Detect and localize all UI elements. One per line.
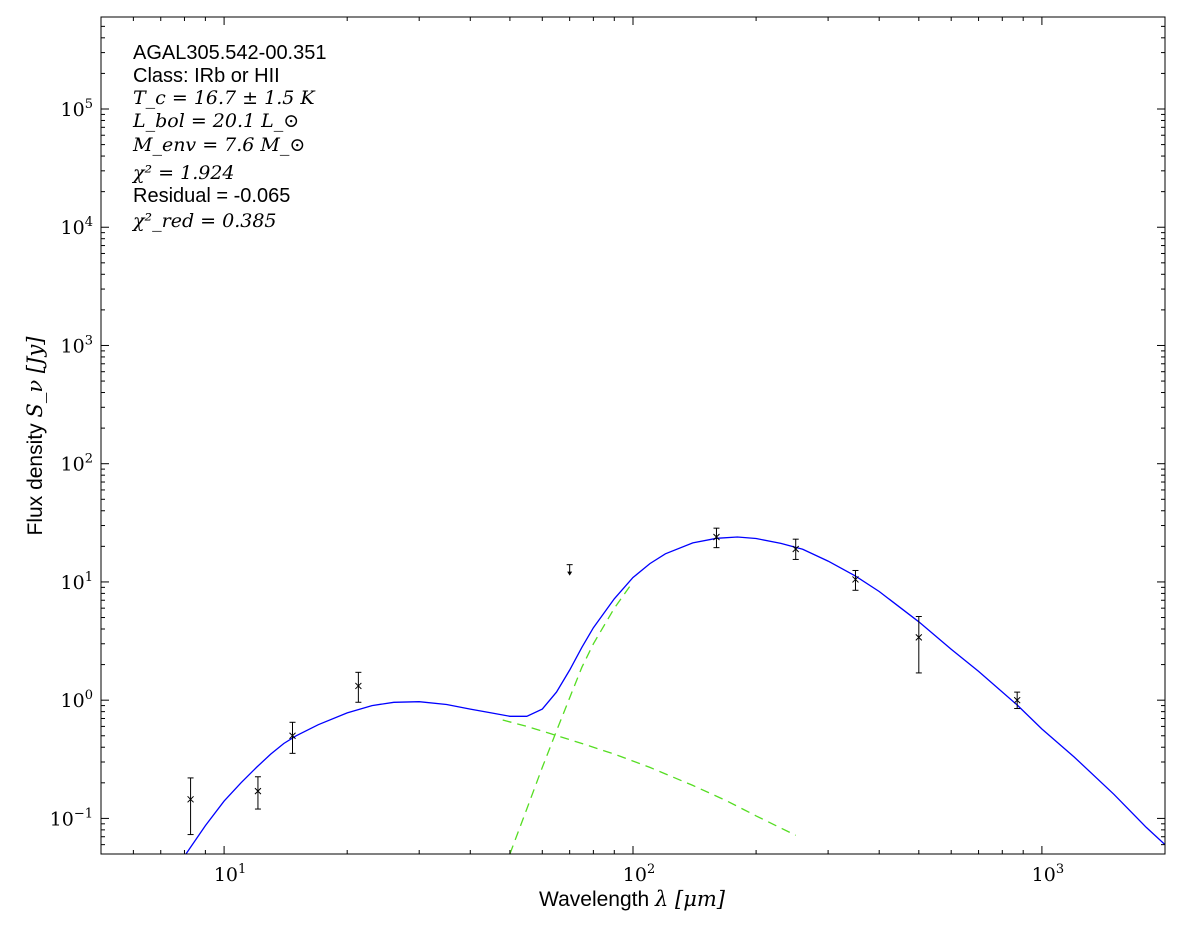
y-axis-label-text: Flux density xyxy=(24,423,47,536)
y-tick-label-base: 10 xyxy=(61,454,85,476)
y-tick-label: 105 xyxy=(61,97,93,121)
data-point-marker xyxy=(289,732,296,740)
data-point-marker xyxy=(355,682,362,690)
x-axis-label-text: Wavelength xyxy=(539,888,649,911)
y-tick-label: 103 xyxy=(61,333,93,357)
annotation-chi2: χ² = 1.924 xyxy=(131,162,235,184)
annotation-lbol: L_bol = 20.1 L_⊙ xyxy=(132,110,299,132)
series-warm-component-line xyxy=(502,719,796,836)
y-axis-label: Flux density S_ν [Jy] xyxy=(23,336,47,536)
y-tick-label: 102 xyxy=(61,452,93,476)
data-point-marker xyxy=(254,787,262,795)
annotation-class: Class: IRb or HII xyxy=(133,65,280,87)
upper-limit-arrow xyxy=(567,571,573,576)
data-point-marker xyxy=(1013,696,1021,704)
x-tick-label-exponent: 3 xyxy=(1056,862,1064,877)
x-axis-label: Wavelength λ [μm] xyxy=(539,887,726,911)
plot-area xyxy=(185,527,1165,854)
annotation-residual: Residual = -0.065 xyxy=(133,185,290,207)
y-tick-label-base: 10 xyxy=(61,690,85,712)
data-point-marker xyxy=(792,545,800,553)
y-tick-label: 100 xyxy=(61,688,93,712)
y-tick-label-base: 10 xyxy=(61,335,85,357)
y-axis-label-symbol: S_ν [Jy] xyxy=(23,336,47,418)
x-tick-label: 102 xyxy=(623,862,655,886)
x-tick-label: 103 xyxy=(1032,862,1064,886)
y-tick-label: 101 xyxy=(61,570,93,594)
annotation-source: AGAL305.542-00.351 xyxy=(133,42,327,64)
series-total-fit-line xyxy=(185,536,1165,854)
y-tick-label-exponent: 5 xyxy=(85,97,93,112)
data-point-marker xyxy=(852,576,859,583)
y-tick-label-exponent: −1 xyxy=(74,806,93,821)
y-tick-label-base: 10 xyxy=(61,572,85,594)
y-tick-label: 10−1 xyxy=(50,806,93,830)
data-point-marker xyxy=(713,533,720,541)
y-tick-label-exponent: 2 xyxy=(85,452,93,467)
data-point-marker xyxy=(187,795,194,803)
x-tick-label-base: 10 xyxy=(1032,864,1056,886)
y-tick-label: 104 xyxy=(61,215,93,239)
x-tick-label-base: 10 xyxy=(214,864,238,886)
y-tick-label-exponent: 1 xyxy=(85,570,93,585)
series-cold-component-line xyxy=(509,581,634,854)
annotation-chi2red: χ²_red = 0.385 xyxy=(131,210,277,232)
y-tick-label-exponent: 0 xyxy=(85,688,93,703)
x-tick-label: 101 xyxy=(214,862,246,886)
annotation-block: AGAL305.542-00.351 Class: IRb or HII T_c… xyxy=(131,42,327,232)
x-tick-label-exponent: 1 xyxy=(238,862,246,877)
y-tick-label-base: 10 xyxy=(50,808,74,830)
y-tick-label-base: 10 xyxy=(61,99,85,121)
y-tick-label-base: 10 xyxy=(61,217,85,239)
x-tick-label-exponent: 2 xyxy=(647,862,655,877)
plot-content xyxy=(185,527,1165,854)
x-axis-label-symbol: λ [μm] xyxy=(654,887,726,911)
y-tick-label-exponent: 3 xyxy=(85,333,93,348)
x-tick-label-base: 10 xyxy=(623,864,647,886)
data-point-marker xyxy=(915,633,923,641)
annotation-menv: M_env = 7.6 M_⊙ xyxy=(132,134,305,156)
annotation-tc: T_c = 16.7 ± 1.5 K xyxy=(133,87,316,109)
y-tick-label-exponent: 4 xyxy=(85,215,93,230)
